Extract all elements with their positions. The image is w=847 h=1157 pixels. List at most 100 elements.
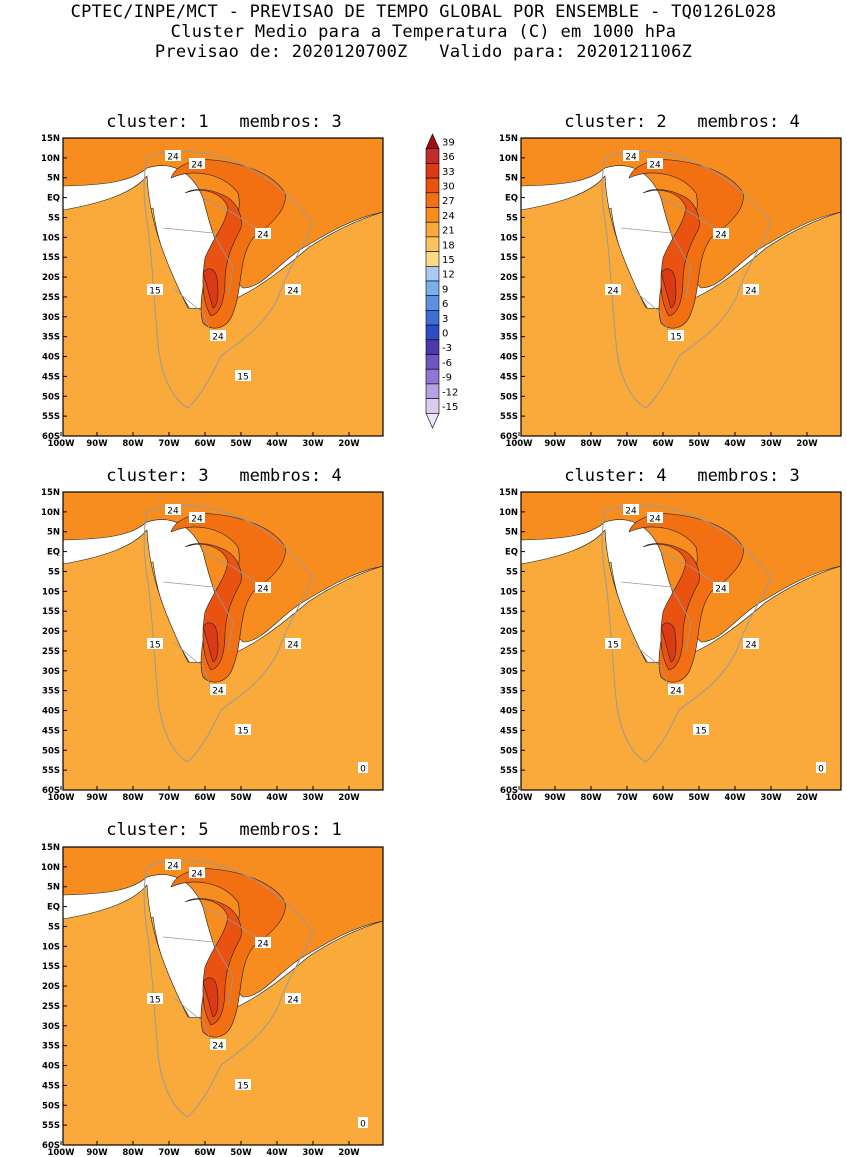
contour-label: 24	[745, 641, 757, 651]
colorbar-label: 27	[442, 196, 455, 207]
lon-tick-label: 30W	[302, 1148, 324, 1157]
lat-tick-label: 15S	[500, 607, 518, 617]
contour-label: 24	[287, 641, 299, 651]
lat-tick-label: 55S	[42, 766, 60, 776]
lat-tick-label: 15N	[41, 134, 60, 144]
lat-tick-label: 50S	[42, 746, 60, 756]
country-borders	[162, 197, 264, 339]
lat-tick-label: 10N	[41, 863, 60, 873]
contour-label-box	[713, 228, 729, 239]
contour-label: 15	[670, 333, 681, 343]
lat-tick-label: 35S	[500, 687, 518, 697]
contour-label-box	[165, 859, 181, 870]
lon-tick-label: 30W	[760, 439, 782, 449]
lat-tick-label: 50S	[500, 392, 518, 402]
coastline	[143, 859, 314, 1118]
lat-tick-label: 50S	[42, 392, 60, 402]
lon-tick-label: 30W	[760, 793, 782, 803]
colorbar-swatch	[425, 398, 440, 414]
map-frame	[62, 491, 384, 791]
panel-title-4: cluster: 4 membros: 3	[564, 466, 800, 486]
colorbar-swatch	[425, 148, 440, 164]
contour-label: 24	[670, 687, 682, 697]
colorbar-label: 39	[442, 137, 455, 148]
colorbar-swatch	[425, 383, 440, 399]
map-frame	[62, 137, 384, 437]
map-panel-5: 15N 10N 5N EQ 5S 10S 15S 20S 25S 30S 35S 40S 45S 50S 5…	[41, 843, 384, 1157]
lon-tick-label: 40W	[724, 439, 746, 449]
colorbar-swatch	[425, 192, 440, 208]
contour-label-box	[816, 762, 826, 773]
contour-label-box	[255, 937, 271, 948]
lat-tick-label: 60S	[42, 786, 60, 796]
contour-label: 15	[149, 287, 160, 297]
map-panel-1: 15N 10N 5N EQ 5S 10S 15S 20S 25S 30S 35S 40S 45S 50S 5…	[41, 134, 384, 449]
contour-label-box	[285, 638, 301, 649]
lat-tick-label: 5S	[48, 213, 60, 223]
lat-tick-label: 5N	[505, 528, 518, 538]
lon-tick-label: 70W	[616, 793, 638, 803]
contour-label-box	[668, 330, 684, 341]
contour-label-box	[647, 512, 663, 523]
contour-label-box	[623, 504, 639, 515]
colorbar-label: -3	[442, 343, 452, 354]
lat-tick-label: 20S	[42, 273, 60, 283]
colorbar-label: 12	[442, 270, 455, 281]
lon-tick-label: 70W	[158, 1148, 180, 1157]
lat-tick-label: 50S	[500, 746, 518, 756]
lon-tick-label: 100W	[505, 439, 533, 449]
panel-title-2: cluster: 2 membros: 4	[564, 112, 800, 132]
lon-tick-label: 90W	[544, 439, 566, 449]
colorbar-label: 30	[442, 181, 455, 192]
lat-tick-label: 10N	[41, 154, 60, 164]
lat-tick-label: 45S	[42, 1081, 60, 1091]
contour-label: 24	[625, 153, 637, 163]
temperature-field	[63, 138, 383, 436]
lat-tick-label: 45S	[42, 726, 60, 736]
colorbar-swatch	[425, 413, 440, 429]
contour-label: 0	[360, 1120, 366, 1130]
temperature-field	[63, 492, 383, 790]
lat-tick-label: 60S	[42, 432, 60, 442]
contour-label: 24	[649, 515, 661, 525]
lon-tick-label: 40W	[724, 793, 746, 803]
colorbar-swatch	[425, 310, 440, 326]
lat-tick-label: 30S	[42, 1022, 60, 1032]
contour-label: 24	[745, 287, 757, 297]
contour-label: 24	[257, 585, 269, 595]
contour-label-box	[285, 993, 301, 1004]
lat-tick-label: 5N	[47, 174, 60, 184]
colorbar-swatch	[425, 221, 440, 238]
lon-tick-label: 50W	[230, 1148, 252, 1157]
lat-tick-label: 55S	[42, 1121, 60, 1131]
lon-tick-label: 50W	[230, 439, 252, 449]
colorbar-swatch	[425, 207, 440, 223]
contour-label: 24	[649, 161, 661, 171]
contour-label: 15	[607, 641, 618, 651]
lat-tick-label: EQ	[505, 194, 518, 204]
colorbar-label: 18	[442, 240, 455, 251]
lon-tick-label: 20W	[796, 793, 818, 803]
temperature-band	[642, 189, 700, 317]
lat-tick-label: 30S	[42, 313, 60, 323]
contour-label: 15	[695, 727, 706, 737]
lon-tick-label: 50W	[230, 793, 252, 803]
lat-tick-label: 10S	[500, 587, 518, 597]
country-borders	[162, 551, 264, 693]
lat-tick-label: 40S	[42, 1062, 60, 1072]
contour-label-box	[210, 684, 226, 695]
lat-tick-label: 15N	[499, 134, 518, 144]
colorbar-label: 21	[442, 226, 455, 237]
contour-label-box	[210, 330, 226, 341]
country-borders	[620, 197, 722, 339]
lat-tick-label: 20S	[42, 627, 60, 637]
colorbar-swatch	[425, 324, 440, 341]
map-panel-2: 15N 10N 5N EQ 5S 10S 15S 20S 25S 30S 35S 40S 45S 50S 5…	[499, 134, 842, 449]
lon-tick-label: 100W	[47, 1148, 75, 1157]
contour-label: 24	[167, 862, 179, 872]
contour-label-box	[605, 284, 621, 295]
lon-tick-label: 90W	[544, 793, 566, 803]
coastline	[143, 150, 314, 409]
contour-label: 24	[167, 153, 179, 163]
lon-tick-label: 60W	[194, 793, 216, 803]
